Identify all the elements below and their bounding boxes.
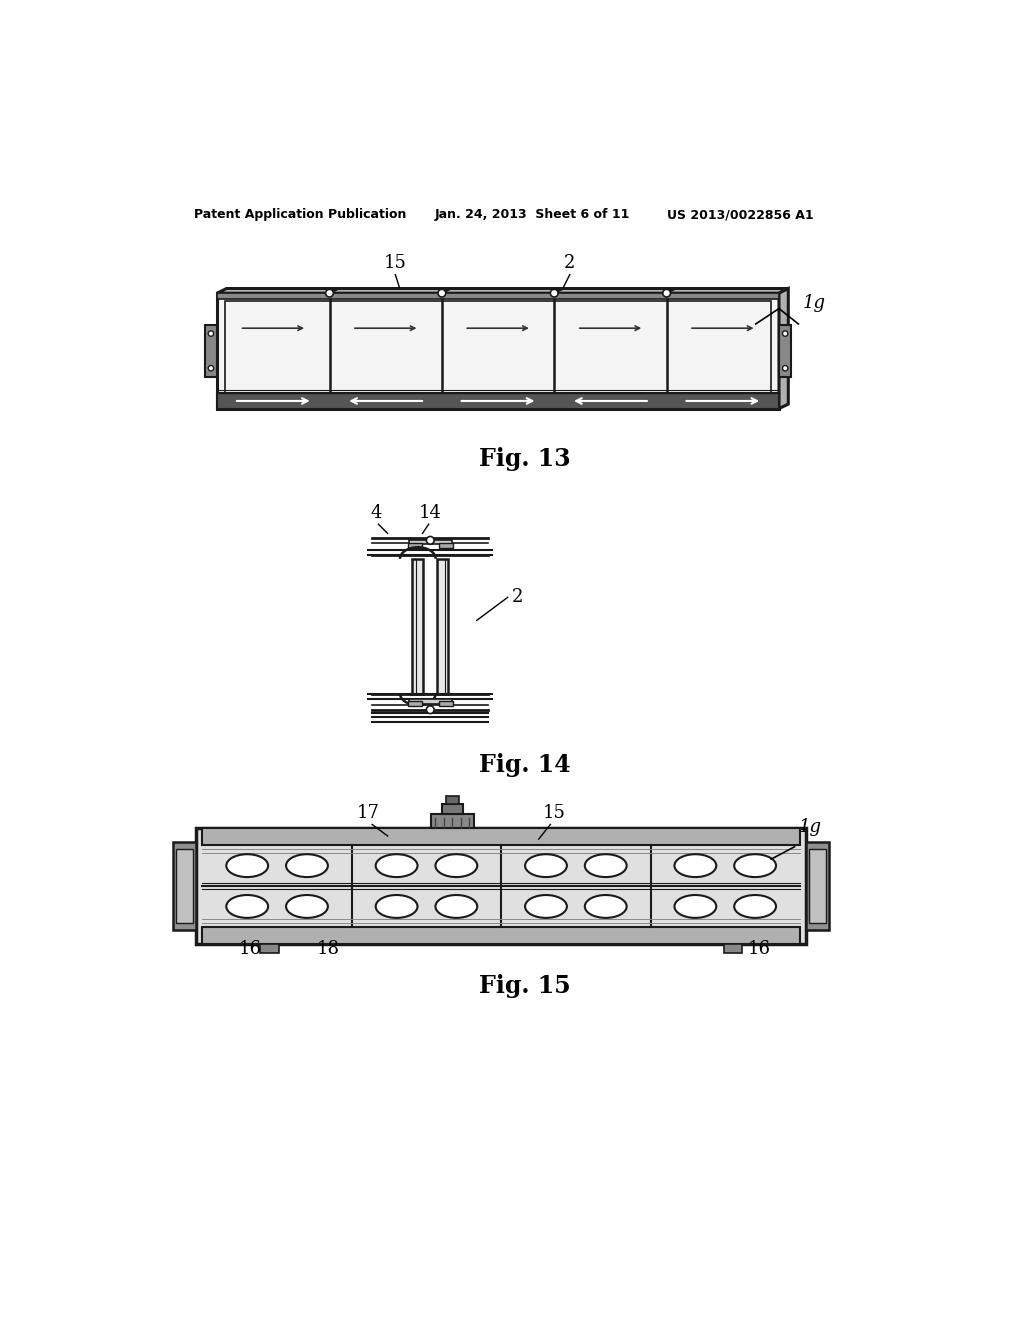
Text: 1g: 1g [802,294,825,313]
Bar [779,325,792,378]
Circle shape [782,366,787,371]
Ellipse shape [525,895,567,917]
Circle shape [208,366,214,371]
Ellipse shape [376,854,418,876]
Bar [197,829,806,944]
Circle shape [426,706,434,714]
Text: Fig. 15: Fig. 15 [479,974,570,998]
Text: Patent Application Publication: Patent Application Publication [194,209,407,222]
Text: 14: 14 [419,504,441,521]
Ellipse shape [525,854,567,876]
Bar [438,544,453,548]
Bar [438,701,453,706]
Circle shape [663,289,671,297]
Text: 2: 2 [512,589,523,606]
Text: 4: 4 [371,504,382,521]
Bar [409,700,452,705]
Ellipse shape [734,895,776,917]
Polygon shape [779,289,788,409]
Bar [173,842,197,929]
Bar [809,849,826,923]
Text: 15: 15 [543,804,565,822]
Text: 16: 16 [239,940,262,958]
Circle shape [426,536,434,544]
Text: 17: 17 [356,804,380,822]
Text: Fig. 14: Fig. 14 [479,754,570,777]
Bar [217,293,779,409]
Polygon shape [217,289,788,293]
Bar [441,804,463,814]
Circle shape [550,289,558,297]
Bar [413,558,423,693]
Circle shape [782,331,787,337]
Bar [176,849,194,923]
Bar [724,944,742,953]
Ellipse shape [286,854,328,876]
Bar [203,927,800,944]
Bar [260,944,279,953]
Bar [217,393,779,409]
Ellipse shape [226,895,268,917]
Ellipse shape [435,895,477,917]
Text: Fig. 13: Fig. 13 [479,446,570,471]
Ellipse shape [675,854,716,876]
Bar [409,540,452,544]
Bar [806,842,829,929]
Text: 18: 18 [316,940,339,958]
Text: 1g: 1g [799,818,821,836]
Circle shape [438,289,445,297]
Ellipse shape [585,895,627,917]
Text: 2: 2 [564,255,575,272]
Circle shape [326,289,334,297]
Bar [408,544,422,548]
Bar [431,814,474,829]
Bar [203,829,800,845]
Text: 15: 15 [384,255,407,272]
Bar [217,293,779,300]
Bar [437,558,449,693]
Bar [225,301,771,401]
Ellipse shape [376,895,418,917]
Ellipse shape [435,854,477,876]
Ellipse shape [226,854,268,876]
Bar [205,325,217,378]
Text: Jan. 24, 2013  Sheet 6 of 11: Jan. 24, 2013 Sheet 6 of 11 [434,209,630,222]
Circle shape [208,331,214,337]
Ellipse shape [286,895,328,917]
Bar [446,796,459,804]
Ellipse shape [675,895,716,917]
Ellipse shape [585,854,627,876]
Text: US 2013/0022856 A1: US 2013/0022856 A1 [667,209,813,222]
Text: 16: 16 [749,940,771,958]
Ellipse shape [734,854,776,876]
Bar [408,701,422,706]
